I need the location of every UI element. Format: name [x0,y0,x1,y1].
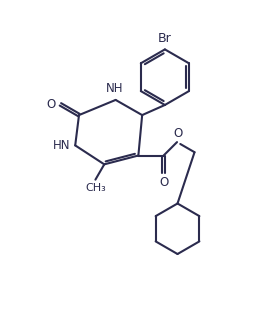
Text: O: O [173,127,182,140]
Text: NH: NH [106,82,123,95]
Text: O: O [159,176,168,189]
Text: O: O [47,98,56,111]
Text: Br: Br [158,32,172,45]
Text: CH₃: CH₃ [85,183,106,193]
Text: HN: HN [53,139,71,152]
